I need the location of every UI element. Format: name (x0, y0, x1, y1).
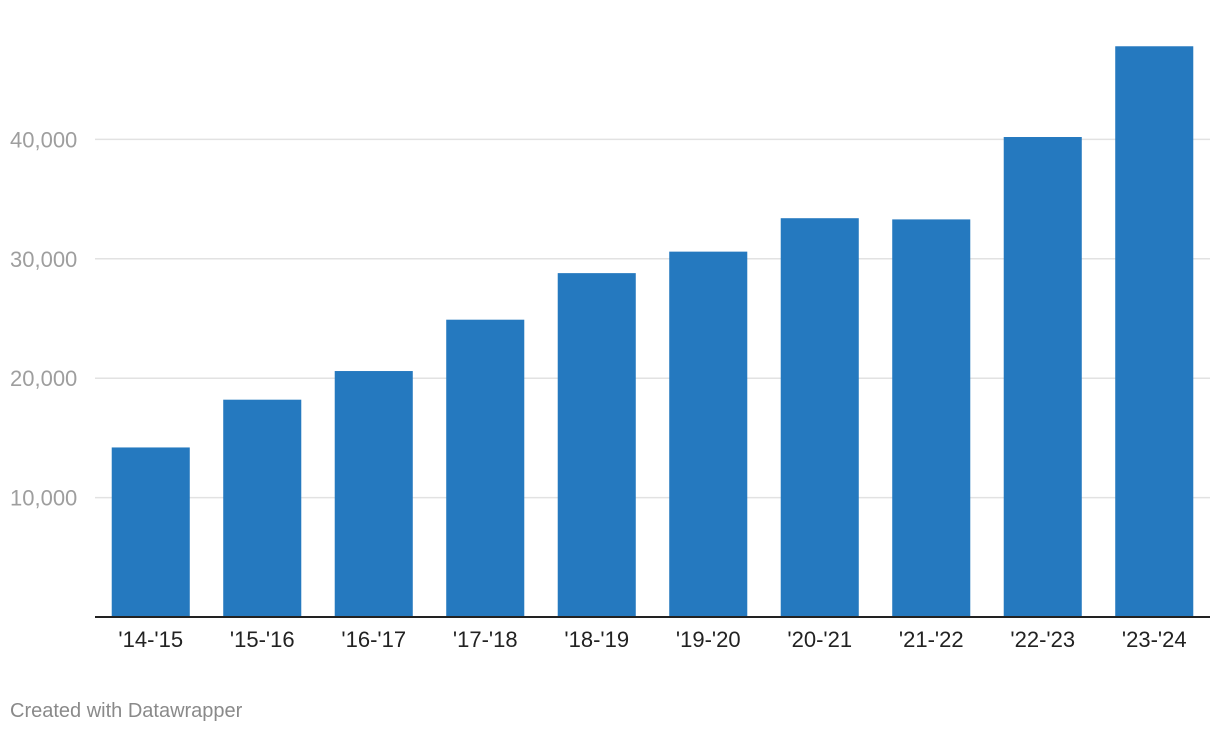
bar (334, 371, 413, 617)
x-tick-label: '17-'18 (453, 627, 518, 652)
chart-canvas: 10,000 20,000 30,000 40,000 '14-'15 '15-'16 '1… (10, 46, 1210, 652)
bar (111, 447, 190, 617)
x-tick-label: '15-'16 (230, 627, 295, 652)
x-tick-label: '16-'17 (341, 627, 406, 652)
y-tick-label: 20,000 (10, 366, 77, 391)
bar (669, 251, 748, 618)
bar (557, 273, 636, 617)
bar (446, 319, 525, 617)
x-tick-label: '20-'21 (787, 627, 852, 652)
x-tick-label: '22-'23 (1010, 627, 1075, 652)
bar (1003, 137, 1082, 617)
y-tick-label: 40,000 (10, 127, 77, 152)
x-tick-label: '14-'15 (118, 627, 183, 652)
bar-chart: 10,000 20,000 30,000 40,000 '14-'15 '15-'16 '1… (10, 46, 1210, 652)
bar (892, 219, 971, 617)
x-tick-label: '18-'19 (564, 627, 629, 652)
y-tick-label: 30,000 (10, 247, 77, 272)
chart-credit: Created with Datawrapper (10, 700, 243, 722)
x-tick-label: '23-'24 (1122, 627, 1187, 652)
bar (223, 399, 302, 617)
bar (1115, 46, 1194, 617)
x-tick-label: '19-'20 (676, 627, 741, 652)
y-tick-label: 10,000 (10, 486, 77, 511)
bar (780, 218, 859, 618)
x-tick-label: '21-'22 (899, 627, 964, 652)
